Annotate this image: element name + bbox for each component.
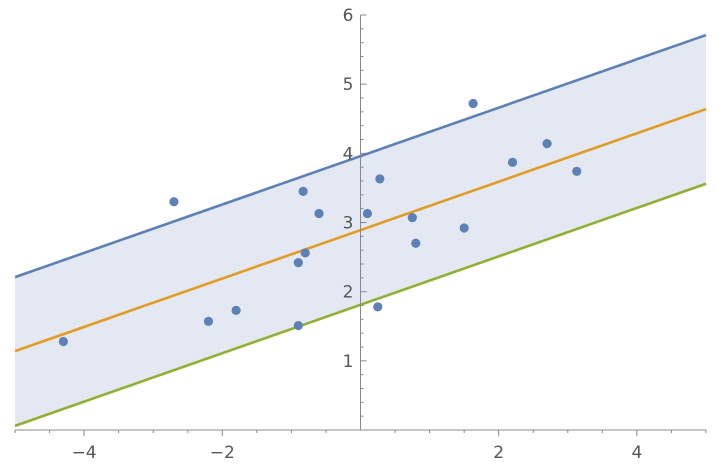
x-tick-label: 2 (493, 443, 504, 463)
data-point (542, 139, 552, 149)
data-point (362, 208, 373, 219)
data-point (169, 197, 179, 207)
ticks: −4 −2 2 4 1 2 3 4 5 6 (14, 6, 707, 463)
data-point (411, 238, 421, 248)
data-point (231, 305, 241, 315)
data-point (58, 336, 68, 347)
data-point (468, 98, 478, 109)
x-tick-label: −2 (210, 443, 235, 463)
data-point (507, 157, 518, 167)
data-point (293, 320, 303, 331)
data-point (314, 208, 324, 219)
data-point (572, 166, 582, 176)
x-tick-label: −4 (72, 443, 97, 463)
data-point (375, 174, 385, 184)
x-tick-label: 4 (631, 443, 642, 463)
data-point (459, 223, 469, 233)
y-tick-label: 6 (343, 6, 354, 26)
data-point (300, 248, 310, 258)
data-point (203, 316, 214, 327)
data-point (293, 258, 303, 268)
data-point (373, 302, 383, 312)
y-tick-label: 2 (343, 283, 354, 303)
data-points (58, 98, 582, 347)
data-point (407, 213, 417, 223)
y-tick-label: 1 (343, 352, 354, 372)
y-tick-label: 5 (343, 75, 354, 95)
y-tick-label: 4 (343, 144, 354, 164)
y-tick-label: 3 (343, 214, 354, 234)
data-point (298, 186, 308, 196)
